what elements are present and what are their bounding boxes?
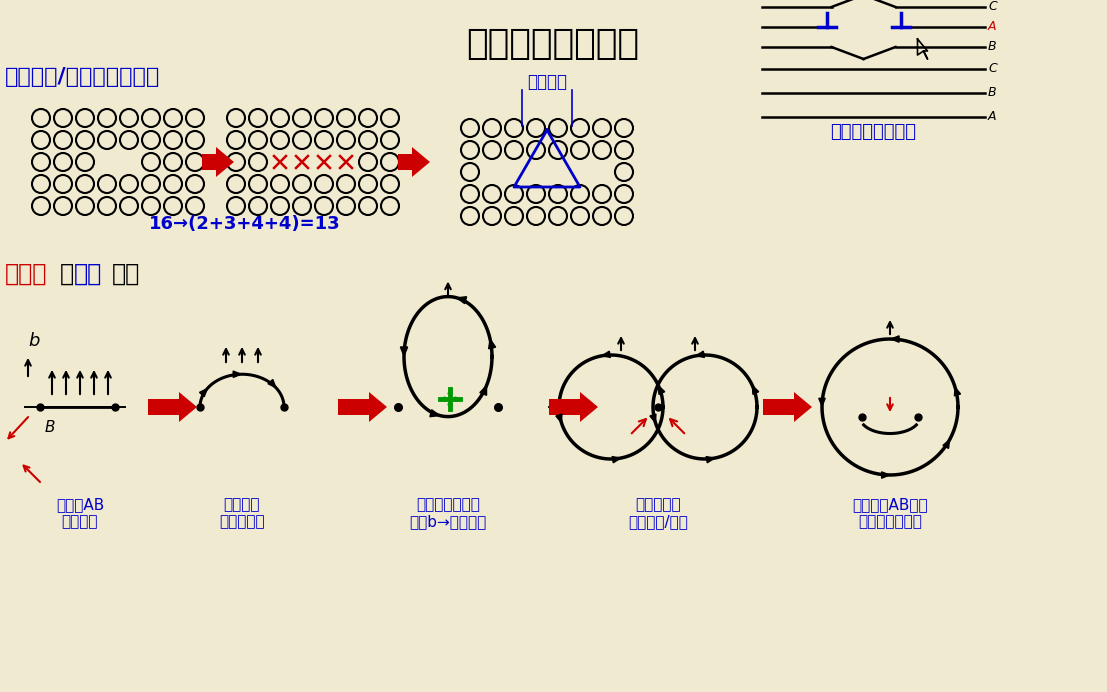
- Polygon shape: [943, 440, 950, 448]
- Text: 反号螺位错
行将相遇/对消: 反号螺位错 行将相遇/对消: [628, 497, 687, 529]
- Text: －: －: [60, 262, 74, 286]
- Text: 位错源AB
两段固定: 位错源AB 两段固定: [55, 497, 104, 529]
- Text: 源：: 源：: [112, 262, 141, 286]
- Text: 外力始终
垂直位错线: 外力始终 垂直位错线: [219, 497, 265, 529]
- Polygon shape: [602, 351, 610, 358]
- Polygon shape: [439, 397, 445, 401]
- Polygon shape: [954, 388, 961, 396]
- Text: 一根位错线只有
一个b→各类位错: 一根位错线只有 一个b→各类位错: [410, 497, 487, 529]
- Polygon shape: [891, 336, 899, 343]
- Text: b: b: [29, 332, 40, 350]
- Polygon shape: [763, 392, 813, 422]
- Polygon shape: [659, 385, 664, 394]
- Polygon shape: [556, 414, 562, 423]
- Polygon shape: [612, 457, 621, 463]
- Polygon shape: [234, 371, 241, 377]
- Text: 弗兰克: 弗兰克: [6, 262, 48, 286]
- Text: 空位聚集/崩塌成位错环：: 空位聚集/崩塌成位错环：: [6, 67, 161, 87]
- Text: C: C: [989, 62, 996, 75]
- Text: B: B: [989, 41, 996, 53]
- Text: 抽出型弗兰克位错: 抽出型弗兰克位错: [830, 123, 915, 141]
- Text: 刃位错源AB复原
外加一个位错环: 刃位错源AB复原 外加一个位错环: [852, 497, 928, 529]
- Polygon shape: [549, 392, 598, 422]
- Polygon shape: [401, 347, 407, 356]
- Polygon shape: [448, 389, 452, 394]
- Text: 位错的起源与增殖: 位错的起源与增殖: [466, 27, 640, 61]
- Polygon shape: [488, 339, 496, 349]
- Polygon shape: [430, 410, 439, 417]
- Text: 16→(2+3+4+4)=13: 16→(2+3+4+4)=13: [149, 215, 341, 233]
- Polygon shape: [650, 414, 656, 423]
- Text: 瑞德: 瑞德: [74, 262, 102, 286]
- Polygon shape: [696, 351, 704, 358]
- Polygon shape: [881, 472, 890, 478]
- Polygon shape: [819, 399, 825, 406]
- Polygon shape: [268, 379, 276, 388]
- Polygon shape: [338, 392, 387, 422]
- Text: A: A: [989, 21, 996, 33]
- Polygon shape: [199, 389, 207, 397]
- Polygon shape: [753, 385, 758, 394]
- Text: C: C: [989, 1, 996, 14]
- Polygon shape: [455, 397, 461, 401]
- Text: 刃位错环: 刃位错环: [527, 73, 567, 91]
- Polygon shape: [706, 457, 714, 463]
- Text: A: A: [989, 111, 996, 123]
- Text: B: B: [44, 420, 55, 435]
- Polygon shape: [479, 385, 487, 395]
- Polygon shape: [399, 147, 430, 177]
- Text: B: B: [989, 86, 996, 100]
- Polygon shape: [148, 392, 197, 422]
- Polygon shape: [201, 147, 234, 177]
- Polygon shape: [448, 404, 452, 409]
- Polygon shape: [457, 297, 466, 304]
